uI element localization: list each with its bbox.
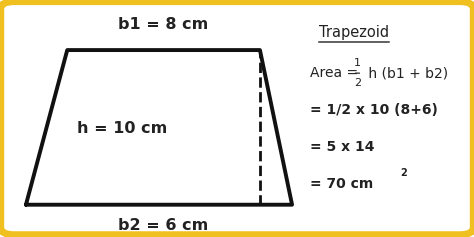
Text: = 1/2 x 10 (8+6): = 1/2 x 10 (8+6) [310,103,438,117]
Text: b1 = 8 cm: b1 = 8 cm [118,17,209,32]
Text: 2: 2 [401,168,407,178]
Text: 1: 1 [354,58,361,68]
Text: h = 10 cm: h = 10 cm [77,121,167,136]
Text: 2: 2 [354,78,361,88]
Text: h (b1 + b2): h (b1 + b2) [364,66,448,80]
Text: Trapezoid: Trapezoid [319,25,389,40]
Text: = 5 x 14: = 5 x 14 [310,140,375,154]
Text: Area =: Area = [310,66,358,80]
Text: b2 = 6 cm: b2 = 6 cm [118,218,209,233]
Text: = 70 cm: = 70 cm [310,177,374,191]
FancyBboxPatch shape [1,2,473,235]
